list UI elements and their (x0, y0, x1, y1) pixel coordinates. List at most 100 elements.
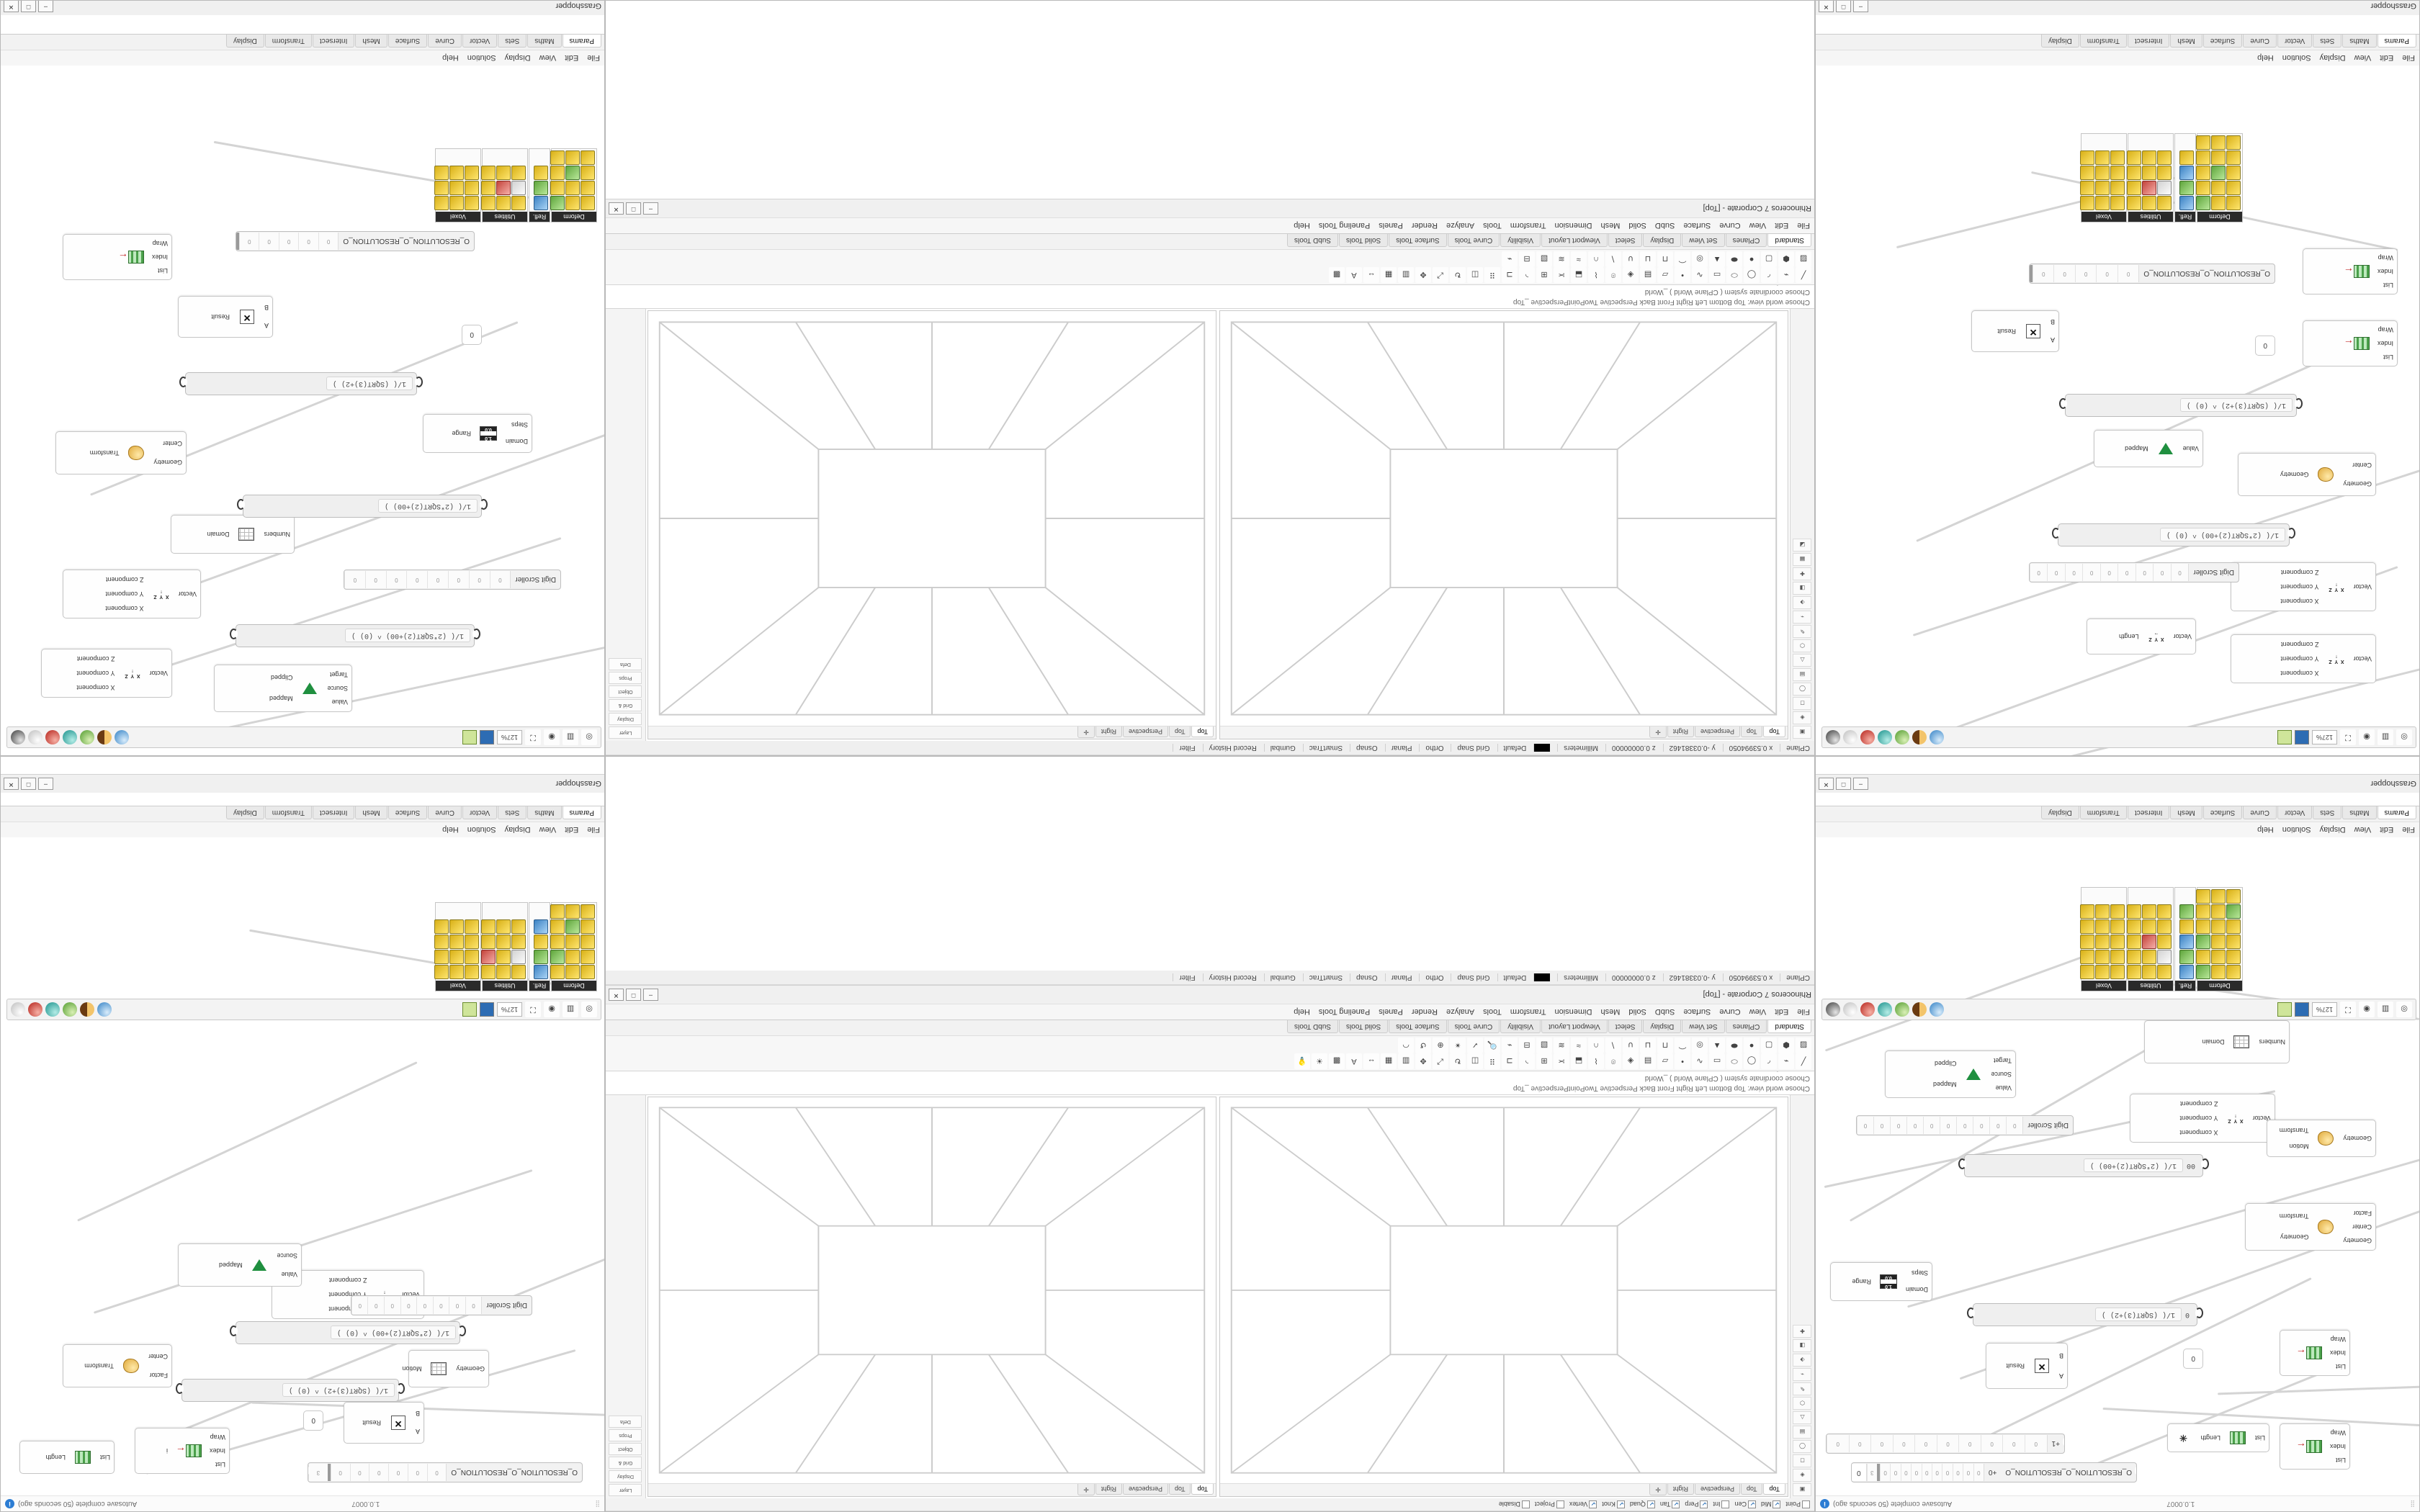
tab-intersect[interactable]: Intersect (2127, 806, 2170, 819)
tab-surface[interactable]: Surface (387, 806, 428, 819)
viewport-tab-right[interactable]: Right (1095, 1484, 1122, 1495)
camera-icon[interactable]: ◎ (581, 729, 597, 745)
viewport-tab-right[interactable]: Right (1095, 726, 1122, 737)
port-a[interactable]: A (264, 322, 269, 330)
panel-default[interactable]: Defa (609, 658, 642, 670)
tab-curve[interactable]: Curve (428, 806, 462, 819)
tab-viewport-layout[interactable]: Viewport Layout (1541, 234, 1608, 247)
sphere-black[interactable] (1826, 1002, 1840, 1017)
rhino-menubar-2[interactable]: File Edit View Curve Surface SubD Solid … (606, 217, 1814, 233)
port-z[interactable]: Z component (2280, 569, 2319, 576)
output-nub[interactable] (230, 629, 238, 639)
output-nub[interactable] (2059, 398, 2067, 409)
port-result[interactable]: Result (362, 1419, 381, 1426)
tab-surface-tools[interactable]: Surface Tools (1389, 234, 1447, 247)
rhino-left-toolbar-2[interactable]: ▣ ◈ ◻ ◯ ▤ △ ⬡ ✎ ⌁ ⬗ ◨ ✚ ▦ ◪ (1790, 309, 1814, 741)
component-list-item[interactable]: List Index Wrap ← (2280, 1423, 2350, 1470)
port-wrap[interactable]: Wrap (2330, 1336, 2346, 1344)
slider-knob[interactable] (2029, 265, 2033, 282)
port-list[interactable]: List (215, 1460, 225, 1468)
palette-cell[interactable] (2211, 150, 2226, 165)
tool-ellipse-icon[interactable]: ⬭ (1726, 1053, 1742, 1069)
tab-set-view[interactable]: Set View (1682, 1020, 1725, 1033)
menu-subd[interactable]: SubD (1654, 1007, 1675, 1017)
tool-blend-icon[interactable]: ≋ (1554, 251, 1569, 267)
close-button[interactable]: ✕ (1819, 0, 1834, 12)
palette-cell[interactable] (2080, 150, 2094, 165)
maximize-button[interactable]: □ (626, 989, 641, 1001)
tab-vector[interactable]: Vector (462, 806, 498, 819)
palette-cell[interactable] (550, 965, 565, 979)
save-icon[interactable] (479, 1002, 494, 1017)
tool-union-icon[interactable]: ∪ (1623, 1038, 1639, 1053)
palette-cell[interactable] (2127, 965, 2141, 979)
palette-cell[interactable] (2095, 904, 2110, 919)
bake-icon[interactable]: ▥ (2378, 729, 2393, 745)
palette-cell[interactable] (465, 965, 479, 979)
palette-cell[interactable] (2211, 965, 2226, 979)
palette-cell[interactable] (2095, 150, 2110, 165)
palette-column-refl-4[interactable]: Refl. (529, 148, 550, 222)
tool-icon[interactable]: ⌁ (1793, 611, 1812, 624)
scroller-digit[interactable]: 0 (468, 571, 490, 588)
menu-edit[interactable]: Edit (2380, 825, 2394, 834)
port-wrap[interactable]: Wrap (210, 1434, 225, 1441)
menu-display[interactable]: Display (504, 53, 531, 63)
menu-paneling-tools[interactable]: Paneling Tools (1318, 221, 1371, 230)
tab-maths[interactable]: Maths (2342, 35, 2377, 48)
component-multiplication[interactable]: A B ✕ Result (1986, 1343, 2068, 1389)
tool-mirror-icon[interactable]: ◫ (1467, 267, 1483, 283)
perspective-grid-2[interactable] (648, 1097, 1216, 1483)
component-multiplication-2[interactable]: A B ✕ Result (344, 1402, 424, 1444)
tool-group-icon[interactable]: ▥ (1398, 1053, 1414, 1069)
menu-help[interactable]: Help (442, 825, 459, 834)
tool-icon[interactable]: ▤ (1793, 1426, 1812, 1439)
port-target[interactable]: Target (329, 670, 348, 678)
port-z[interactable]: Z component (105, 576, 144, 583)
tab-intersect[interactable]: Intersect (312, 806, 355, 819)
gh-tabstrip-4[interactable]: Params Maths Sets Vector Curve Surface M… (1, 34, 604, 50)
port-wrap[interactable]: Wrap (2330, 1429, 2346, 1437)
tab-transform[interactable]: Transform (264, 806, 312, 819)
palette-cell[interactable] (550, 950, 565, 964)
palette-cell[interactable] (2211, 904, 2226, 919)
port-list[interactable]: List (2254, 1434, 2265, 1441)
tab-mesh[interactable]: Mesh (2170, 806, 2202, 819)
palette-cell[interactable] (581, 950, 595, 964)
zoom-level[interactable]: 127% (2311, 730, 2337, 744)
palette-cell[interactable] (511, 935, 526, 949)
sphere-blue[interactable] (1930, 730, 1944, 744)
palette-cell[interactable] (2142, 904, 2156, 919)
output-nub[interactable] (179, 377, 187, 387)
port-geometry[interactable]: Geometry (2343, 1135, 2372, 1142)
tool-circle-icon[interactable]: ◯ (1744, 1053, 1760, 1069)
palette-cell[interactable] (2080, 181, 2094, 195)
rhino-command-line-1[interactable]: Choose world view: Top Bottom Left Right… (606, 1071, 1814, 1095)
tab-display[interactable]: Display (1643, 1020, 1682, 1033)
menu-dimension[interactable]: Dimension (1554, 1007, 1592, 1017)
tab-visibility[interactable]: Visibility (1500, 1020, 1541, 1033)
input-nub[interactable] (480, 499, 488, 510)
palette-cell[interactable] (2179, 950, 2194, 964)
port-geometry[interactable]: Geometry (456, 1365, 485, 1372)
menu-file[interactable]: File (1797, 1007, 1810, 1017)
tool-rebuild-icon[interactable]: ↺ (1415, 1038, 1431, 1053)
tab-curve[interactable]: Curve (2243, 806, 2277, 819)
palette-cell[interactable] (449, 196, 464, 210)
expression-component-8[interactable]: 1/( (2*SQRT(2)+00) ) (237, 495, 488, 518)
menu-solution[interactable]: Solution (2282, 53, 2311, 63)
tool-join-icon[interactable]: ⊕ (1433, 1038, 1448, 1053)
tool-patch-icon[interactable]: ▧ (1536, 251, 1552, 267)
palette-column-voxel[interactable]: Voxel (2080, 887, 2127, 991)
minimize-button[interactable]: – (643, 989, 658, 1001)
tool-arc-icon[interactable]: ◜ (1761, 267, 1777, 283)
tool-network-icon[interactable]: ⊟ (1519, 251, 1535, 267)
tool-analyze-icon[interactable]: 🔍 (1484, 1038, 1500, 1053)
palette-column-utilities-2[interactable]: Utilities (481, 902, 528, 991)
palette-cell[interactable] (550, 919, 565, 934)
palette-grid[interactable] (2127, 903, 2173, 981)
palette-grid[interactable] (2127, 149, 2173, 212)
menu-solution[interactable]: Solution (467, 825, 496, 834)
viewport-top-left[interactable]: Top Top Perspective Right ✛ (1219, 1097, 1788, 1497)
palette-cell[interactable] (496, 919, 511, 934)
